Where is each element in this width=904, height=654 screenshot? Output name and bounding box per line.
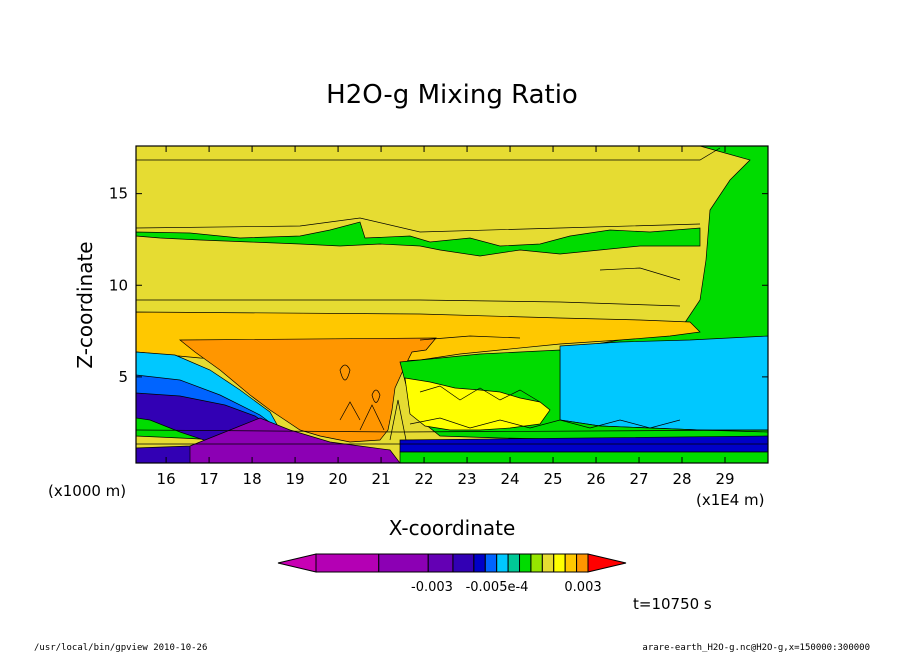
colorbar-swatch xyxy=(553,553,566,573)
colorbar-swatch xyxy=(427,553,454,573)
y-unit-label: (x1000 m) xyxy=(48,482,126,500)
colorbar-label: -0.003 xyxy=(411,580,453,595)
plot-frame xyxy=(135,145,769,464)
colorbar-swatch xyxy=(484,553,498,573)
region-green-band-12 xyxy=(135,221,701,257)
colorbar xyxy=(277,553,627,573)
colorbar-labels: -0.003 -0.005e-4 0.003 xyxy=(411,580,602,595)
x-unit-label: (x1E4 m) xyxy=(696,491,765,509)
y-axis-ticks: 5 10 15 xyxy=(109,185,768,386)
colorbar-swatch xyxy=(378,553,429,573)
colorbar-arrow-right xyxy=(587,553,627,573)
footer-right: arare-earth_H2O-g.nc@H2O-g,x=150000:3000… xyxy=(642,643,870,653)
colorbar-swatch xyxy=(507,553,521,573)
time-annotation: t=10750 s xyxy=(633,595,712,613)
colorbar-label: 0.003 xyxy=(564,580,601,595)
region-orange-cone xyxy=(179,337,437,443)
x-tick-label: 22 xyxy=(415,470,434,488)
colorbar-swatch xyxy=(519,553,532,573)
x-tick-label: 29 xyxy=(715,470,734,488)
colorbar-swatch xyxy=(496,553,509,573)
region-green-bottom xyxy=(399,451,769,464)
x-tick-label: 26 xyxy=(586,470,605,488)
colorbar-swatch xyxy=(315,553,380,573)
y-tick-label: 5 xyxy=(118,368,128,386)
colorbar-swatch xyxy=(564,553,578,573)
x-tick-label: 16 xyxy=(157,470,176,488)
contour-lines xyxy=(135,147,769,445)
chart-title: H2O-g Mixing Ratio xyxy=(326,80,578,110)
region-cyan-right xyxy=(559,335,769,431)
x-tick-label: 17 xyxy=(200,470,219,488)
x-tick-label: 27 xyxy=(629,470,648,488)
y-tick-label: 15 xyxy=(109,185,128,203)
y-tick-label: 10 xyxy=(109,276,128,294)
footer-left: /usr/local/bin/gpview 2010-10-26 xyxy=(34,643,207,653)
x-tick-label: 24 xyxy=(500,470,519,488)
x-tick-label: 19 xyxy=(286,470,305,488)
colorbar-arrow-left xyxy=(277,553,317,573)
colorbar-swatch xyxy=(452,553,475,573)
colorbar-swatch xyxy=(576,553,589,573)
x-tick-label: 28 xyxy=(672,470,691,488)
x-tick-label: 20 xyxy=(329,470,348,488)
x-axis-label: X-coordinate xyxy=(389,516,516,540)
x-axis-ticks: 16 17 18 19 20 21 22 23 24 25 26 27 28 29 xyxy=(157,146,735,488)
plot-area xyxy=(135,145,769,464)
x-tick-label: 23 xyxy=(458,470,477,488)
x-tick-label: 21 xyxy=(372,470,391,488)
colorbar-swatch xyxy=(530,553,543,573)
region-yellow-middle xyxy=(404,377,551,431)
y-axis-label: Z-coordinate xyxy=(73,241,97,368)
x-tick-label: 25 xyxy=(543,470,562,488)
colorbar-label: -0.005e-4 xyxy=(466,580,529,595)
colorbar-swatch xyxy=(541,553,555,573)
x-tick-label: 18 xyxy=(243,470,262,488)
colorbar-swatch xyxy=(473,553,486,573)
